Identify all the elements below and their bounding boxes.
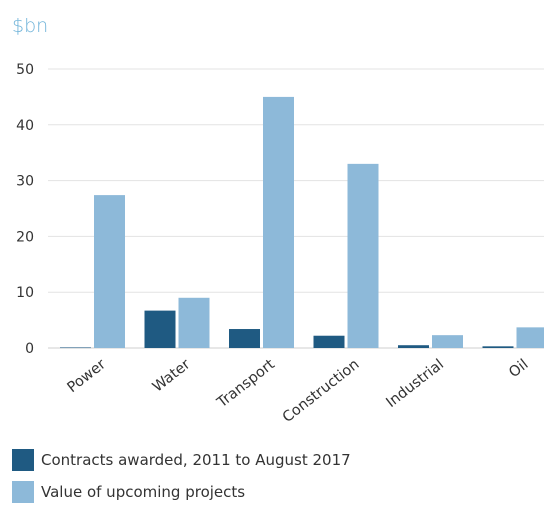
x-category-label: Power (65, 357, 109, 397)
y-tick-label: 10 (16, 285, 34, 301)
legend-label: Value of upcoming projects (41, 483, 245, 501)
legend-label: Contracts awarded, 2011 to August 2017 (41, 451, 351, 469)
bar-construction-series-1 (313, 335, 345, 348)
bars (60, 96, 544, 349)
y-tick-label: 20 (16, 229, 34, 245)
legend: Contracts awarded, 2011 to August 2017 Va… (12, 449, 351, 503)
bar-transport-series-2 (263, 96, 294, 349)
y-tick-label: 0 (25, 341, 34, 357)
y-axis-unit-label: $bn (12, 15, 48, 37)
x-axis-categories: Power Water Transport Construction Industria… (65, 356, 532, 426)
bar-power-series-2 (94, 195, 125, 348)
x-category-label: Water (150, 357, 194, 396)
bar-oil-series-1 (482, 346, 514, 348)
bar-construction-series-2 (347, 163, 379, 348)
bar-transport-series-1 (229, 329, 260, 348)
bar-power-series-1 (60, 347, 91, 349)
bar-water-series-1 (144, 310, 176, 348)
x-category-label: Transport (214, 356, 279, 411)
y-tick-label: 40 (16, 118, 34, 134)
bar-oil-series-2 (516, 327, 544, 348)
y-axis-ticks: 0 10 20 30 40 50 (16, 62, 34, 357)
y-tick-label: 30 (16, 174, 34, 190)
x-category-label: Construction (280, 357, 363, 426)
bar-water-series-2 (178, 297, 210, 348)
bar-industrial-series-2 (432, 335, 463, 348)
y-tick-label: 50 (16, 62, 34, 78)
x-category-label: Oil (506, 357, 531, 382)
bar-industrial-series-1 (398, 345, 429, 348)
legend-swatch (12, 481, 34, 503)
x-category-label: Industrial (384, 357, 447, 411)
legend-swatch (12, 449, 34, 471)
